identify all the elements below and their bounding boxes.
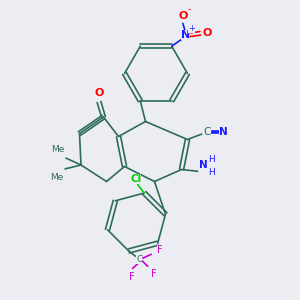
Text: F: F <box>129 272 135 282</box>
Text: F: F <box>157 245 162 255</box>
Text: F: F <box>152 269 157 279</box>
Text: -: - <box>188 4 191 14</box>
Text: +: + <box>188 24 195 33</box>
Text: C: C <box>203 127 211 137</box>
Text: Me: Me <box>50 172 64 182</box>
Text: C: C <box>136 255 142 264</box>
Text: H: H <box>208 168 215 177</box>
Text: H: H <box>208 155 215 164</box>
Text: N: N <box>219 127 228 137</box>
Text: N: N <box>181 30 190 40</box>
Text: Me: Me <box>51 145 64 154</box>
Text: Cl: Cl <box>130 174 142 184</box>
Text: N: N <box>199 160 208 170</box>
Text: O: O <box>203 28 212 38</box>
Text: O: O <box>94 88 104 98</box>
Text: O: O <box>178 11 188 21</box>
